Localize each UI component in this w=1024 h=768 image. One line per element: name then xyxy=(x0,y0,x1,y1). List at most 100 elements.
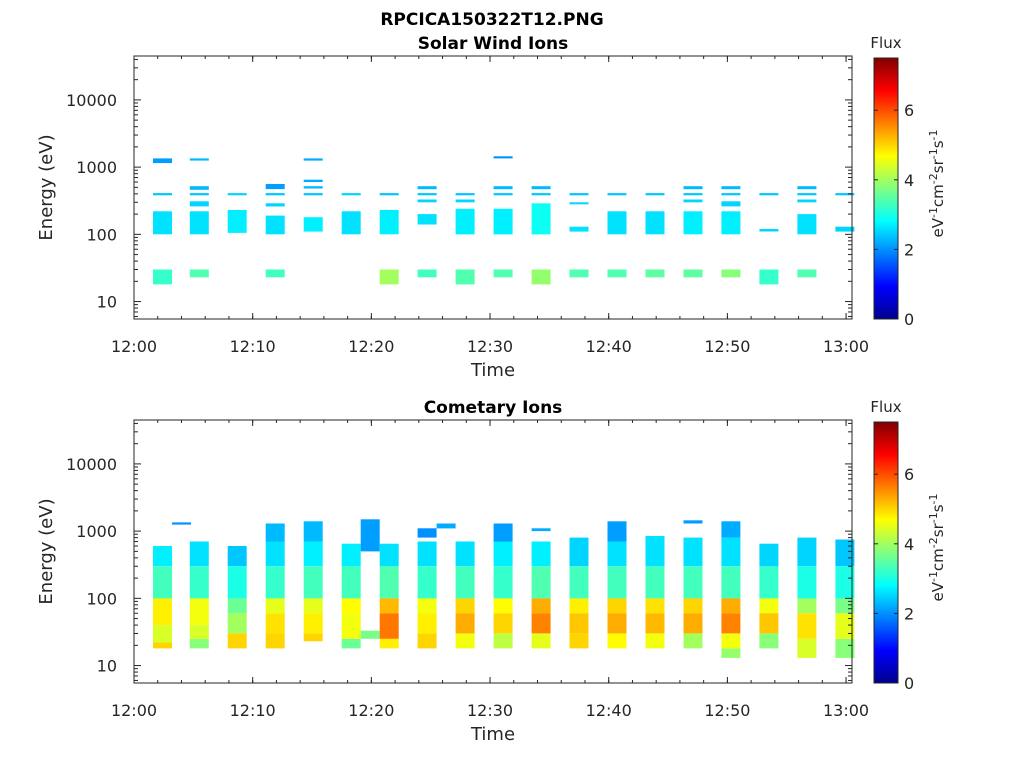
energy-band xyxy=(303,566,323,599)
energy-band xyxy=(721,598,741,614)
panel-title: Cometary Ions xyxy=(424,398,563,418)
energy-band xyxy=(265,598,285,614)
energy-band xyxy=(341,638,361,649)
x-axis-label: Time xyxy=(470,724,515,745)
energy-band xyxy=(645,566,665,599)
energy-band xyxy=(683,537,703,567)
energy-band xyxy=(531,269,551,285)
energy-band xyxy=(303,193,323,196)
energy-band xyxy=(835,193,855,196)
unit-base: cm xyxy=(929,548,947,571)
energy-band xyxy=(607,598,627,614)
energy-band xyxy=(360,519,380,552)
time-column xyxy=(227,546,247,649)
energy-band xyxy=(721,269,741,278)
energy-band xyxy=(455,199,475,203)
time-column xyxy=(569,193,589,278)
energy-band xyxy=(493,156,513,159)
energy-band xyxy=(683,269,703,278)
time-column xyxy=(607,521,627,649)
energy-band xyxy=(417,633,437,649)
figure-filename-title: RPCICA150322T12.PNG xyxy=(380,10,603,30)
energy-band xyxy=(721,193,741,196)
energy-band xyxy=(303,613,323,634)
energy-band xyxy=(683,520,703,524)
time-column xyxy=(645,193,665,278)
energy-band xyxy=(531,633,551,649)
energy-band xyxy=(531,528,551,532)
unit-base: sr xyxy=(929,522,947,537)
energy-band xyxy=(227,210,247,233)
energy-band xyxy=(721,211,741,235)
energy-band xyxy=(569,613,589,634)
x-tick-label: 12:10 xyxy=(230,337,276,356)
energy-band xyxy=(493,269,513,278)
energy-band xyxy=(153,598,172,625)
energy-band xyxy=(265,269,285,278)
energy-band xyxy=(759,598,779,614)
unit-base: s xyxy=(929,504,947,512)
energy-band xyxy=(303,541,323,567)
energy-band xyxy=(493,541,513,567)
energy-band xyxy=(493,186,513,190)
energy-band xyxy=(417,214,437,225)
energy-band xyxy=(341,193,361,196)
energy-band xyxy=(645,193,665,196)
energy-band xyxy=(153,642,172,649)
colorbar-tick-label: 4 xyxy=(904,535,914,554)
y-tick-label: 100 xyxy=(86,225,117,244)
time-column xyxy=(797,537,817,658)
energy-band xyxy=(227,546,247,567)
energy-band xyxy=(189,269,209,278)
energy-band xyxy=(227,598,247,614)
time-column xyxy=(265,523,285,649)
energy-band xyxy=(189,566,209,599)
energy-band xyxy=(379,193,399,196)
energy-band xyxy=(493,613,513,634)
unit-exponent: -1 xyxy=(927,207,940,218)
energy-band xyxy=(835,598,855,614)
time-column xyxy=(436,523,456,529)
energy-band xyxy=(797,199,817,203)
axes-box xyxy=(133,55,853,320)
unit-exponent: -1 xyxy=(927,148,940,159)
unit-base: eV xyxy=(929,581,947,601)
energy-band xyxy=(493,193,513,196)
time-column xyxy=(417,528,437,649)
energy-band xyxy=(759,269,779,285)
energy-band xyxy=(569,537,589,567)
energy-band xyxy=(417,528,437,538)
energy-band xyxy=(153,193,172,196)
heatmap-data xyxy=(153,156,855,285)
colorbar-tick-label: 4 xyxy=(904,171,914,190)
energy-band xyxy=(797,598,817,614)
energy-band xyxy=(759,229,779,232)
energy-band xyxy=(607,521,627,542)
time-column xyxy=(341,193,361,235)
energy-band xyxy=(569,193,589,196)
energy-band xyxy=(721,537,741,567)
energy-band xyxy=(417,186,437,190)
energy-band xyxy=(645,613,665,634)
time-column xyxy=(189,158,209,278)
x-tick-label: 12:50 xyxy=(704,337,750,356)
energy-band xyxy=(303,179,323,182)
energy-band xyxy=(645,535,665,567)
energy-band xyxy=(455,269,475,285)
colorbar-tick-label: 0 xyxy=(904,674,914,693)
energy-band xyxy=(683,633,703,649)
energy-band xyxy=(303,217,323,232)
colorbar-tick-label: 6 xyxy=(904,465,914,484)
time-column xyxy=(683,520,703,649)
energy-band xyxy=(607,269,627,278)
energy-band xyxy=(683,598,703,614)
energy-band xyxy=(227,613,247,634)
panel-title: Solar Wind Ions xyxy=(418,34,569,54)
y-tick-label: 100 xyxy=(86,589,117,608)
energy-band xyxy=(265,613,285,634)
energy-band xyxy=(189,625,209,639)
unit-exponent: -1 xyxy=(927,129,940,140)
colorbar-gradient xyxy=(873,421,899,684)
